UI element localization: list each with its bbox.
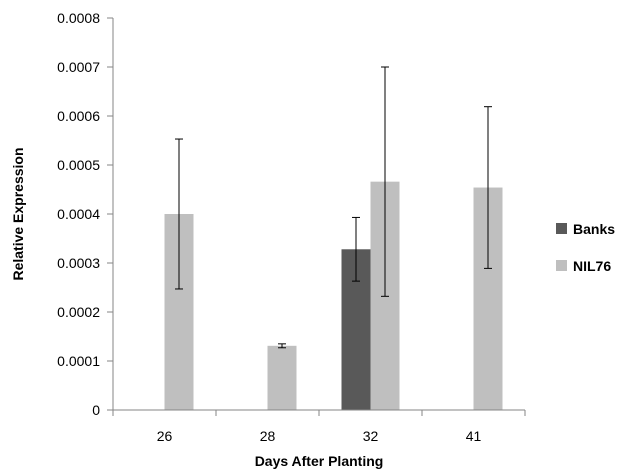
x-tick-label: 28 <box>260 428 276 444</box>
x-tick-label: 41 <box>466 428 482 444</box>
error-bars <box>175 66 492 349</box>
y-axis-ticks: 0 0.0001 0.0002 0.0003 0.0004 0.0005 0.0006 0.0… <box>57 10 113 418</box>
legend: Banks NIL76 <box>556 221 615 274</box>
y-axis-title: Relative Expression <box>10 147 26 280</box>
legend-label-nil76: NIL76 <box>573 258 611 274</box>
legend-swatch-nil76 <box>556 260 567 271</box>
y-tick-label: 0.0005 <box>57 157 100 173</box>
y-tick-label: 0 <box>92 402 100 418</box>
y-tick-label: 0.0003 <box>57 255 100 271</box>
legend-swatch-banks <box>556 223 567 234</box>
legend-label-banks: Banks <box>573 221 615 237</box>
y-tick-label: 0.0002 <box>57 304 100 320</box>
y-tick-label: 0.0001 <box>57 353 100 369</box>
bar-nil76-28 <box>267 345 297 410</box>
bars <box>164 181 503 410</box>
x-tick-label: 26 <box>157 428 173 444</box>
x-axis-title: Days After Planting <box>255 453 384 469</box>
y-tick-label: 0.0004 <box>57 206 100 222</box>
y-tick-label: 0.0006 <box>57 108 100 124</box>
y-tick-label: 0.0008 <box>57 10 100 26</box>
x-axis-ticks: 26 28 32 41 <box>112 410 526 444</box>
y-tick-label: 0.0007 <box>57 59 100 75</box>
x-tick-label: 32 <box>363 428 379 444</box>
